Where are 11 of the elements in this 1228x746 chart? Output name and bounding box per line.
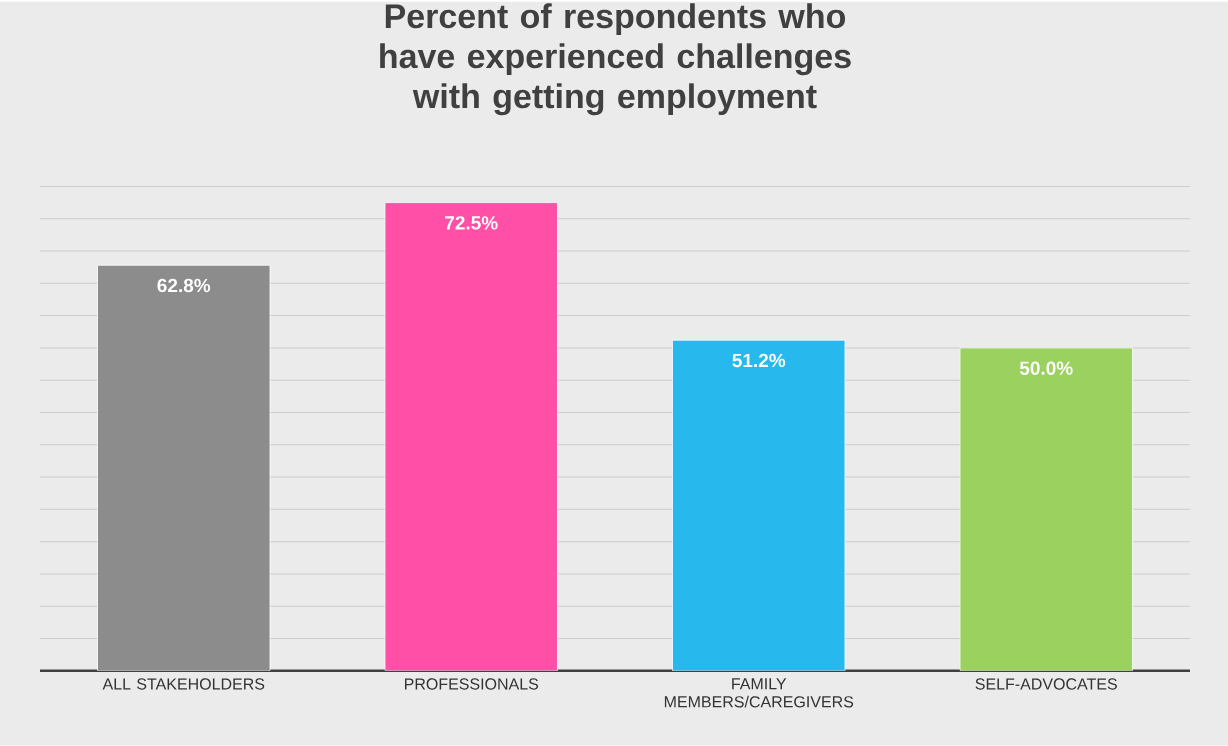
chart-title: Percent of respondents who have experienced challenges with getting employment bbox=[380, 3, 851, 116]
bar bbox=[959, 347, 1133, 671]
x-tick-label: ALL STAKEHOLDERS bbox=[102, 678, 265, 690]
x-tick-label: FAMILY MEMBERS/CAREGIVERS bbox=[664, 678, 854, 708]
data-label: 62.8% bbox=[157, 278, 211, 293]
data-label: 51.2% bbox=[732, 353, 786, 368]
data-label: 50.0% bbox=[1019, 361, 1073, 375]
x-tick-label: SELF-ADVOCATES bbox=[975, 678, 1117, 690]
bar bbox=[384, 202, 558, 671]
x-tick-label: PROFESSIONALS bbox=[404, 678, 539, 690]
data-label: 72.5% bbox=[445, 216, 498, 230]
